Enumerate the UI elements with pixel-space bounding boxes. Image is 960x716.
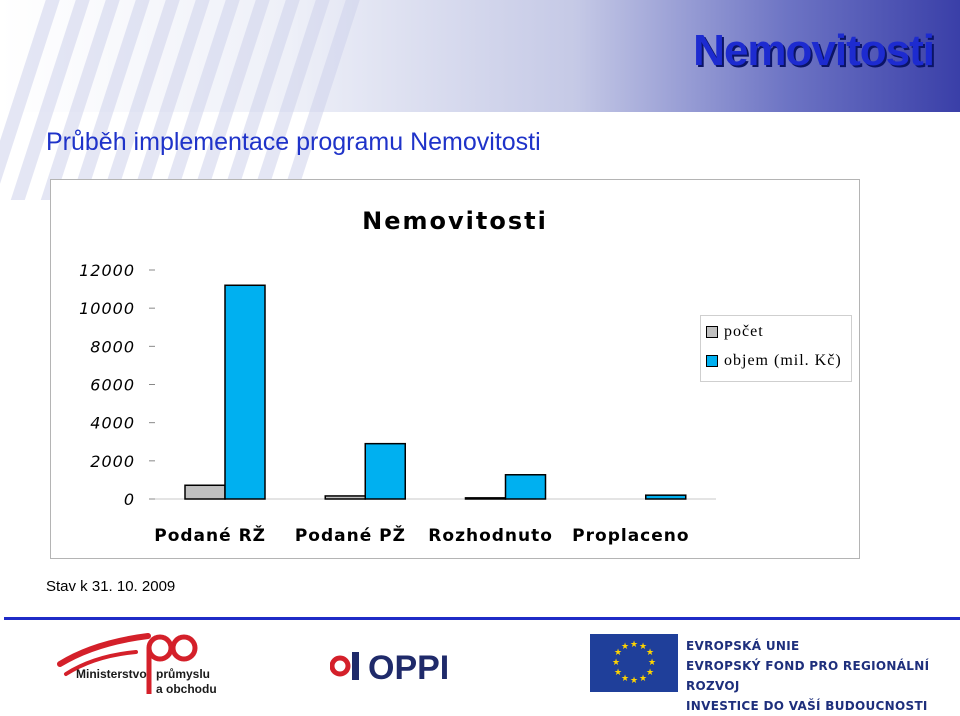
svg-text:★: ★ bbox=[630, 640, 638, 650]
bar-count bbox=[324, 495, 366, 500]
x-category-label: Podané PŽ bbox=[295, 524, 406, 546]
y-tick-label: 4000 bbox=[90, 414, 135, 433]
bar-count bbox=[184, 484, 226, 500]
legend-swatch-volume bbox=[706, 355, 718, 367]
eu-line-2: EVROPSKÝ FOND PRO REGIONÁLNÍ ROZVOJ bbox=[686, 659, 930, 693]
eu-funding-text: EVROPSKÁ UNIE EVROPSKÝ FOND PRO REGIONÁL… bbox=[686, 636, 960, 716]
legend-item-count: počet bbox=[706, 323, 764, 341]
slide-title: Průběh implementace programu Nemovitosti bbox=[46, 128, 541, 156]
y-tick-label: 2000 bbox=[90, 452, 135, 471]
legend-label-volume: objem (mil. Kč) bbox=[724, 352, 842, 369]
mpo-word-prumyslu: průmyslu bbox=[156, 667, 210, 681]
bar-volume bbox=[364, 442, 406, 500]
y-tick-label: 0 bbox=[124, 490, 135, 509]
svg-text:★: ★ bbox=[639, 642, 647, 652]
chart-legend: počet objem (mil. Kč) bbox=[700, 315, 852, 382]
eu-line-3: INVESTICE DO VAŠÍ BUDOUCNOSTI bbox=[686, 699, 928, 713]
svg-text:★: ★ bbox=[646, 668, 654, 678]
y-tick-label: 12000 bbox=[79, 261, 135, 280]
bar-volume bbox=[504, 474, 547, 500]
bar-volume bbox=[645, 494, 687, 500]
y-tick-label: 10000 bbox=[79, 299, 135, 318]
eu-flag-icon: ★ ★ ★ ★ ★ ★ ★ ★ ★ ★ ★ ★ bbox=[590, 634, 678, 692]
footer-logos: Ministerstvo průmyslu a obchodu OPPI ★ ★ ★… bbox=[0, 622, 960, 713]
oppi-logo: OPPI bbox=[330, 649, 449, 687]
bar-volume bbox=[224, 284, 266, 500]
svg-text:★: ★ bbox=[630, 676, 638, 686]
mpo-word-obchodu: a obchodu bbox=[156, 682, 217, 696]
svg-text:★: ★ bbox=[614, 648, 622, 658]
bar-chart: Nemovitosti 0 2000 4000 6000 8000 10000 12000 Po… bbox=[79, 207, 716, 546]
y-tick-label: 6000 bbox=[90, 376, 135, 395]
x-category-label: Podané RŽ bbox=[154, 524, 266, 546]
svg-text:★: ★ bbox=[639, 674, 647, 684]
chart-title: Nemovitosti bbox=[362, 207, 548, 235]
legend-swatch-count bbox=[706, 326, 718, 338]
legend-item-volume: objem (mil. Kč) bbox=[706, 352, 842, 370]
oppi-wordmark: OPPI bbox=[368, 649, 449, 687]
eu-line-1: EVROPSKÁ UNIE bbox=[686, 639, 800, 653]
x-category-label: Rozhodnuto bbox=[428, 526, 553, 546]
legend-label-count: počet bbox=[724, 323, 764, 340]
bar-count bbox=[464, 497, 507, 500]
svg-text:★: ★ bbox=[614, 668, 622, 678]
svg-text:★: ★ bbox=[621, 642, 629, 652]
svg-text:★: ★ bbox=[648, 658, 656, 668]
svg-text:★: ★ bbox=[646, 648, 654, 658]
y-tick-label: 8000 bbox=[90, 337, 135, 356]
svg-text:★: ★ bbox=[612, 658, 620, 668]
brand-title: Nemovitosti bbox=[693, 26, 935, 75]
footer-divider bbox=[4, 617, 960, 620]
svg-text:★: ★ bbox=[621, 674, 629, 684]
x-category-label: Proplaceno bbox=[572, 526, 689, 546]
mpo-word-ministerstvo: Ministerstvo bbox=[76, 667, 147, 681]
status-date-note: Stav k 31. 10. 2009 bbox=[46, 578, 176, 595]
mpo-logo: Ministerstvo průmyslu a obchodu bbox=[57, 633, 217, 696]
